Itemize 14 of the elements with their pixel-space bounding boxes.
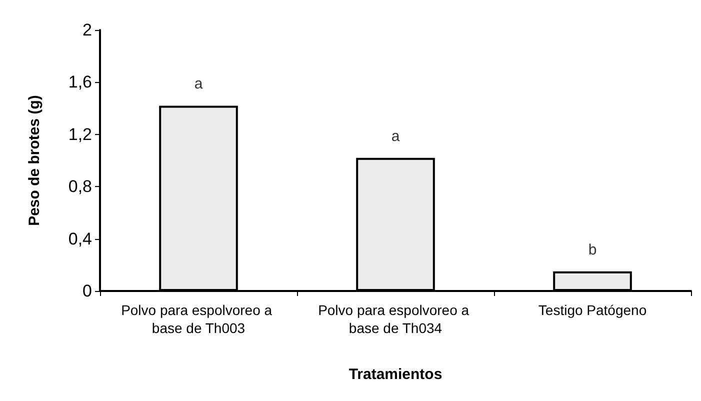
annotation: a bbox=[391, 128, 400, 145]
y-tick-label: 2 bbox=[82, 20, 92, 40]
x-axis-title: Tratamientos bbox=[348, 366, 442, 383]
y-axis-title: Peso de brotes (g) bbox=[26, 95, 43, 226]
x-tick-label: Polvo para espolvoreo a base de Th003 bbox=[121, 302, 276, 336]
annotation: a bbox=[194, 76, 204, 93]
y-tick-label: 0,8 bbox=[68, 177, 92, 196]
y-tick-label: 0 bbox=[82, 282, 92, 300]
y-tick-label: 1,6 bbox=[68, 72, 92, 92]
y-tick-label: 1,2 bbox=[68, 124, 92, 144]
annotation: b bbox=[588, 241, 597, 258]
x-tick-label: Polvo para espolvoreo a base de Th034 bbox=[318, 302, 473, 336]
y-tick-label: 0,4 bbox=[68, 229, 92, 248]
x-tick-label: Testigo Patógeno bbox=[538, 302, 647, 318]
